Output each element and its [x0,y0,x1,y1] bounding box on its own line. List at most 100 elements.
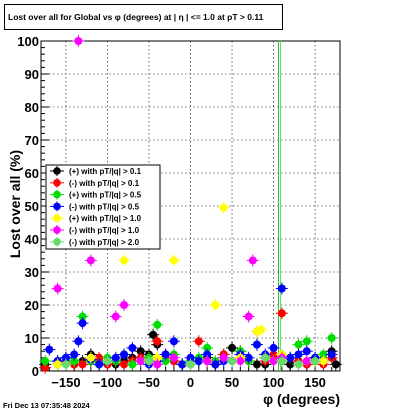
data-point [144,357,153,366]
legend: (+) with pT/|q| > 0.1 (-) with pT/|q| > 0… [45,164,161,250]
y-tick-label: 10 [25,331,39,346]
y-tick-label: 50 [25,199,39,214]
data-point [169,337,178,346]
legend-box [45,164,161,250]
data-point [153,337,162,346]
data-point [86,256,95,265]
data-point [78,319,87,328]
data-point [319,350,328,359]
data-point [319,357,328,366]
data-point [269,350,278,359]
data-point [219,353,228,362]
y-tick-label: 20 [25,298,39,313]
data-point [153,320,162,329]
data-point [111,353,120,362]
data-point [252,360,261,369]
data-point [178,360,187,369]
legend-marker [53,179,61,187]
data-point [149,330,158,339]
y-tick-label: 70 [25,133,39,148]
data-point [136,357,145,366]
data-point [186,360,195,369]
x-tick-label: −150 [51,375,80,390]
legend-marker [53,167,61,175]
y-tick-label: 90 [25,67,39,82]
data-point [311,357,320,366]
legend-label: (+) with pT/|q| > 0.5 [69,191,142,200]
data-point [327,350,336,359]
legend-marker [53,190,61,199]
y-axis-title: Lost over all (%) [7,150,23,258]
data-point [203,357,212,366]
data-point [74,337,83,346]
data-point [120,301,129,309]
data-point [45,345,54,354]
y-tick-label: 0 [32,364,39,379]
data-point [128,360,137,369]
data-point [53,360,62,369]
data-point [277,357,286,366]
data-point [78,312,87,321]
data-point [78,360,87,369]
x-axis-title: φ (degrees) [263,391,340,407]
data-point [74,37,83,45]
data-point [70,357,79,366]
data-point [161,357,170,366]
data-point [277,309,286,318]
data-point [128,343,137,352]
data-point [194,357,203,366]
chart-title: Lost over all for Global vs φ (degrees) … [4,4,283,30]
timestamp: Fri Dec 13 07:35:48 2024 [3,401,90,410]
data-point [277,284,286,293]
x-tick-label: 100 [263,375,285,390]
data-point [120,360,129,369]
data-point [294,360,303,369]
x-tick-label: −100 [93,375,122,390]
axis-tick-labels: −150 −100 −50 0 50 100 150 0 10 20 30 40 50 60 70 80 90 1… [17,34,326,390]
data-point [169,256,178,265]
legend-label: (-) with pT/|q| > 0.5 [69,202,140,211]
data-point [95,353,104,362]
data-points [39,35,342,374]
x-tick-label: 0 [187,375,194,390]
data-point [261,353,270,362]
x-tick-label: −50 [138,375,160,390]
data-point [331,360,340,369]
legend-label: (+) with pT/|q| > 1.0 [69,214,142,223]
data-point [153,353,162,362]
x-tick-label: 150 [304,375,326,390]
legend-marker [53,202,61,211]
data-point [327,334,336,342]
data-point [302,337,311,346]
data-point [228,343,237,352]
data-point [169,353,178,362]
y-tick-label: 80 [25,100,39,115]
legend-label: (-) with pT/|q| > 1.0 [69,226,140,235]
data-point [53,284,62,293]
y-tick-label: 30 [25,265,39,280]
data-point [248,256,257,265]
data-point [302,357,311,366]
data-point [252,340,261,349]
data-point [269,343,278,352]
series-6 [59,351,322,371]
data-point [41,357,50,366]
data-point [161,350,170,359]
data-point [86,353,95,362]
data-point [153,360,162,369]
data-point [236,357,245,366]
data-point [286,353,295,362]
data-point [219,203,228,212]
data-point [286,360,295,369]
data-point [95,360,104,369]
data-point [111,312,120,321]
data-point [103,357,112,366]
data-point [41,363,50,372]
data-point [211,301,220,309]
data-point [61,353,70,362]
x-tick-label: 50 [225,375,239,390]
legend-label: (-) with pT/|q| > 2.0 [69,238,140,247]
y-tick-label: 60 [25,166,39,181]
legend-marker [53,226,61,234]
